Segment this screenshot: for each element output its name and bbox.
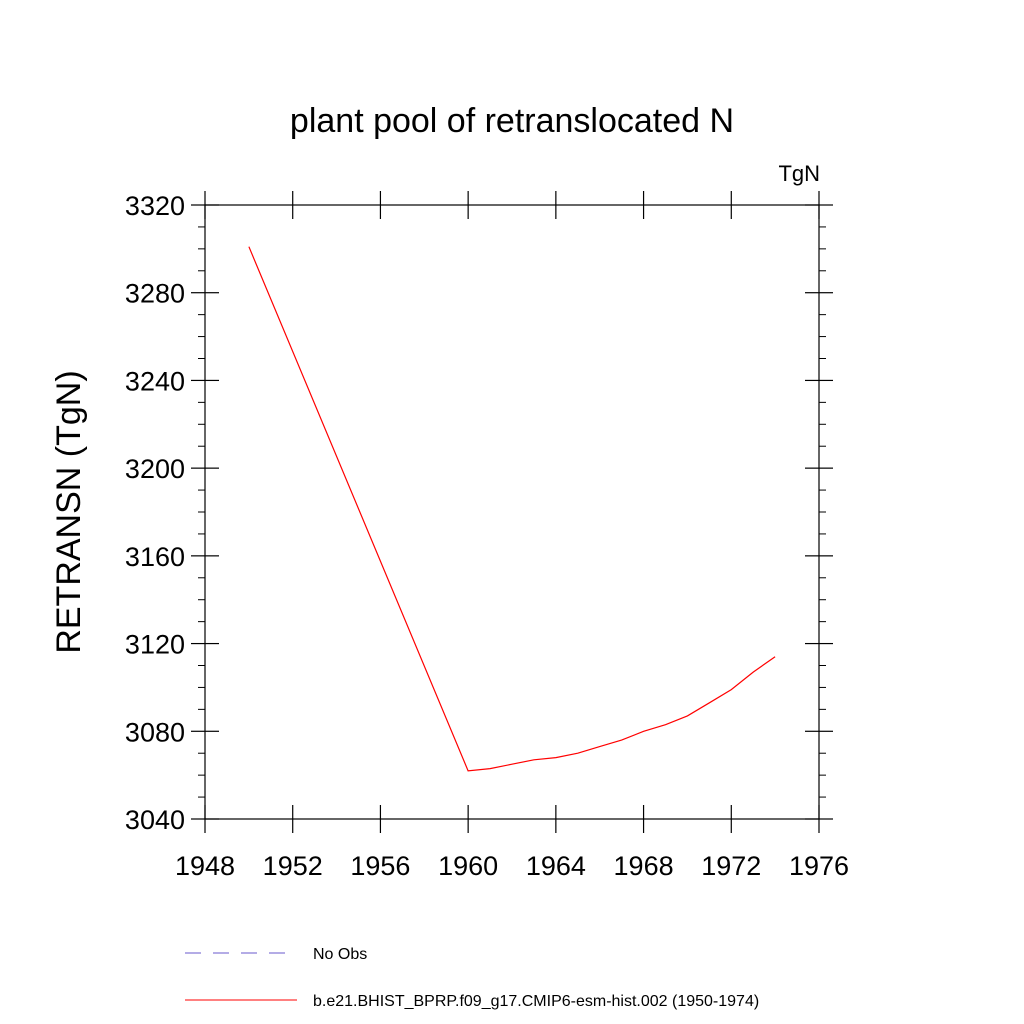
x-tick-label: 1968	[614, 851, 674, 881]
x-tick-label: 1956	[350, 851, 410, 881]
units-label: TgN	[778, 161, 820, 186]
legend-label-model: b.e21.BHIST_BPRP.f09_g17.CMIP6-esm-hist.…	[313, 993, 759, 1010]
y-tick-label: 3320	[125, 191, 185, 221]
x-tick-label: 1972	[701, 851, 761, 881]
legend-label-no-obs: No Obs	[313, 946, 367, 963]
chart-title: plant pool of retranslocated N	[290, 102, 734, 140]
y-tick-label: 3160	[125, 542, 185, 572]
plot-frame	[204, 204, 820, 820]
x-tick-label: 1952	[263, 851, 323, 881]
axes-layer: 1948 1952 1956 1960 1964 1968 1972 1976 3040 3080…	[125, 191, 849, 881]
y-axis-label: RETRANSN (TgN)	[50, 370, 88, 653]
y-tick-label: 3120	[125, 630, 185, 660]
y-tick-label: 3280	[125, 279, 185, 309]
y-tick-label: 3240	[125, 366, 185, 396]
series-line-0	[248, 246, 776, 772]
legend: No Obs b.e21.BHIST_BPRP.f09_g17.CMIP6-es…	[185, 946, 759, 1010]
y-tick-label: 3040	[125, 805, 185, 835]
x-tick-label: 1948	[175, 851, 235, 881]
x-tick-label: 1960	[438, 851, 498, 881]
y-tick-label: 3200	[125, 454, 185, 484]
y-tick-label: 3080	[125, 717, 185, 747]
x-tick-label: 1964	[526, 851, 586, 881]
x-tick-label: 1976	[789, 851, 849, 881]
series-layer	[248, 246, 776, 772]
